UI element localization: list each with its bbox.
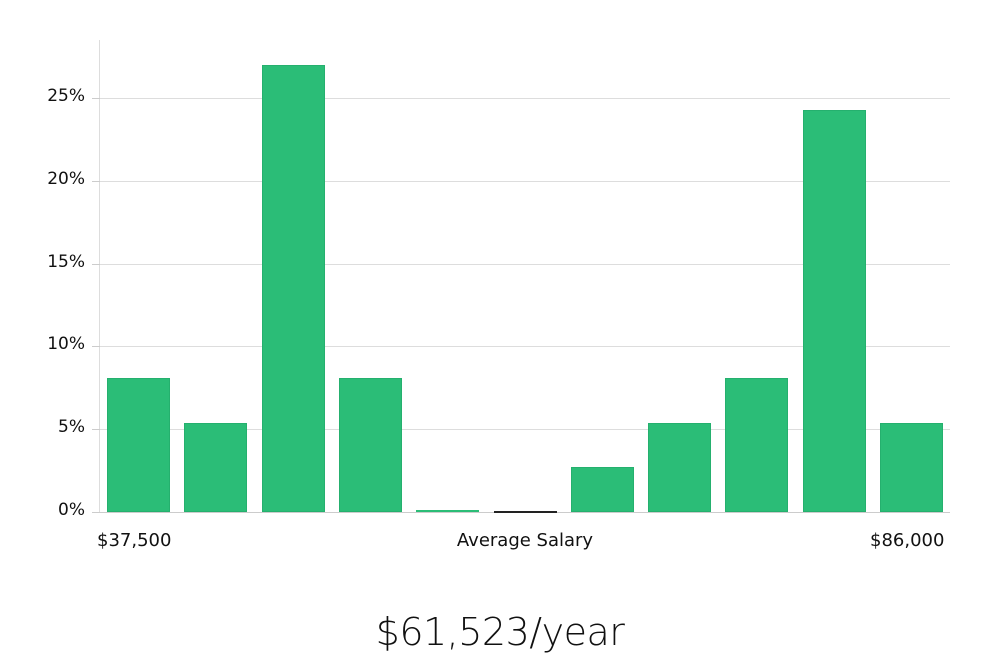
y-tick-mark xyxy=(92,98,100,99)
y-tick-mark xyxy=(92,512,100,513)
histogram-bar xyxy=(416,510,480,512)
y-tick-label: 15% xyxy=(47,251,85,272)
average-salary-headline: $61,523/year xyxy=(375,610,625,654)
histogram-bar xyxy=(802,109,866,512)
x-axis-title: Average Salary xyxy=(456,530,594,551)
histogram-bar xyxy=(184,422,248,512)
gridline xyxy=(99,263,950,265)
histogram-bar xyxy=(107,377,170,512)
histogram-bar xyxy=(261,64,325,512)
x-max-label: $86,000 xyxy=(870,530,945,551)
y-axis-line xyxy=(99,40,100,513)
y-tick-mark xyxy=(92,429,100,431)
y-tick-mark xyxy=(92,180,100,182)
y-tick-label: 20% xyxy=(47,168,85,189)
gridline xyxy=(99,98,950,99)
y-tick-label: 0% xyxy=(58,500,85,520)
gridline xyxy=(99,346,950,348)
histogram-bar-current xyxy=(493,511,557,513)
histogram-bar xyxy=(338,377,402,512)
salary-histogram: 0% 5% 10% 15% 20% 25% $37,500 Average Salary … xyxy=(47,40,950,551)
y-tick-label: 10% xyxy=(47,334,85,355)
y-tick-label: 5% xyxy=(58,417,85,438)
x-min-label: $37,500 xyxy=(97,530,172,551)
y-tick-mark xyxy=(92,346,100,348)
histogram-bar xyxy=(648,422,712,512)
y-tick-mark xyxy=(92,263,100,265)
gridline xyxy=(99,180,950,182)
histogram-bar xyxy=(725,377,789,512)
histogram-bar xyxy=(570,467,634,512)
histogram-bar xyxy=(880,422,943,512)
y-tick-label: 25% xyxy=(47,86,85,106)
gridline xyxy=(99,429,950,431)
